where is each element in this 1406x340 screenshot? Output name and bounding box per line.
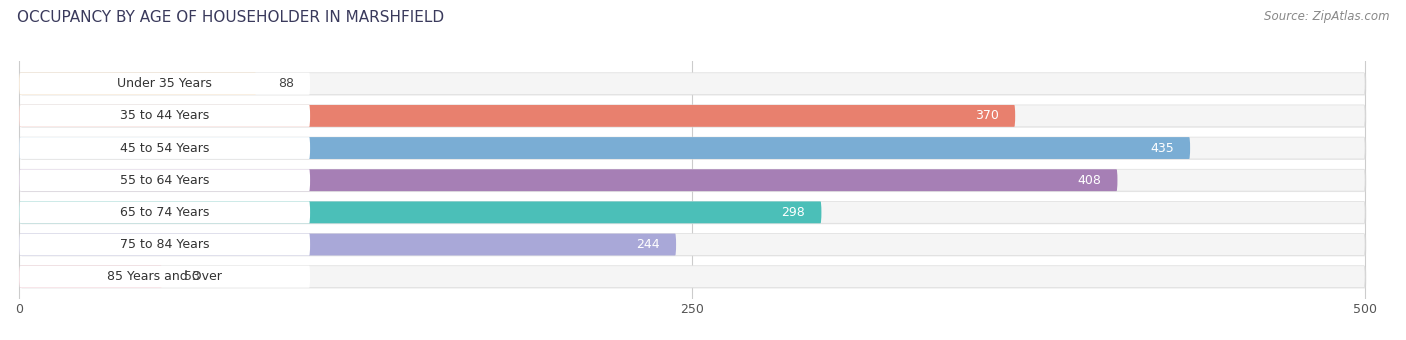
FancyBboxPatch shape bbox=[20, 137, 311, 159]
FancyBboxPatch shape bbox=[21, 74, 1367, 96]
FancyBboxPatch shape bbox=[20, 169, 1365, 191]
FancyBboxPatch shape bbox=[21, 267, 1367, 289]
FancyBboxPatch shape bbox=[20, 266, 311, 288]
FancyBboxPatch shape bbox=[20, 73, 1365, 95]
FancyBboxPatch shape bbox=[21, 202, 1367, 224]
FancyBboxPatch shape bbox=[20, 201, 1365, 223]
Text: 88: 88 bbox=[278, 77, 294, 90]
Text: 244: 244 bbox=[637, 238, 659, 251]
Text: 298: 298 bbox=[782, 206, 806, 219]
FancyBboxPatch shape bbox=[20, 234, 1365, 255]
FancyBboxPatch shape bbox=[21, 106, 1367, 128]
Text: Under 35 Years: Under 35 Years bbox=[117, 77, 212, 90]
Text: 35 to 44 Years: 35 to 44 Years bbox=[120, 109, 209, 122]
FancyBboxPatch shape bbox=[21, 235, 1367, 256]
FancyBboxPatch shape bbox=[20, 105, 311, 127]
Text: 370: 370 bbox=[976, 109, 1000, 122]
FancyBboxPatch shape bbox=[20, 201, 821, 223]
Text: 75 to 84 Years: 75 to 84 Years bbox=[120, 238, 209, 251]
Text: 85 Years and Over: 85 Years and Over bbox=[107, 270, 222, 283]
FancyBboxPatch shape bbox=[20, 137, 1189, 159]
FancyBboxPatch shape bbox=[20, 201, 311, 223]
Text: 435: 435 bbox=[1150, 141, 1174, 155]
FancyBboxPatch shape bbox=[20, 234, 311, 255]
Text: Source: ZipAtlas.com: Source: ZipAtlas.com bbox=[1264, 10, 1389, 23]
FancyBboxPatch shape bbox=[20, 169, 1118, 191]
Text: 408: 408 bbox=[1077, 174, 1101, 187]
Text: OCCUPANCY BY AGE OF HOUSEHOLDER IN MARSHFIELD: OCCUPANCY BY AGE OF HOUSEHOLDER IN MARSH… bbox=[17, 10, 444, 25]
FancyBboxPatch shape bbox=[20, 105, 1015, 127]
FancyBboxPatch shape bbox=[20, 137, 1365, 159]
FancyBboxPatch shape bbox=[20, 266, 1365, 288]
FancyBboxPatch shape bbox=[20, 234, 676, 255]
FancyBboxPatch shape bbox=[20, 105, 1365, 127]
FancyBboxPatch shape bbox=[20, 169, 311, 191]
Text: 53: 53 bbox=[184, 270, 200, 283]
Text: 45 to 54 Years: 45 to 54 Years bbox=[120, 141, 209, 155]
FancyBboxPatch shape bbox=[20, 266, 162, 288]
Text: 65 to 74 Years: 65 to 74 Years bbox=[120, 206, 209, 219]
FancyBboxPatch shape bbox=[21, 138, 1367, 160]
FancyBboxPatch shape bbox=[21, 170, 1367, 192]
FancyBboxPatch shape bbox=[20, 73, 311, 95]
Text: 55 to 64 Years: 55 to 64 Years bbox=[120, 174, 209, 187]
FancyBboxPatch shape bbox=[20, 73, 256, 95]
